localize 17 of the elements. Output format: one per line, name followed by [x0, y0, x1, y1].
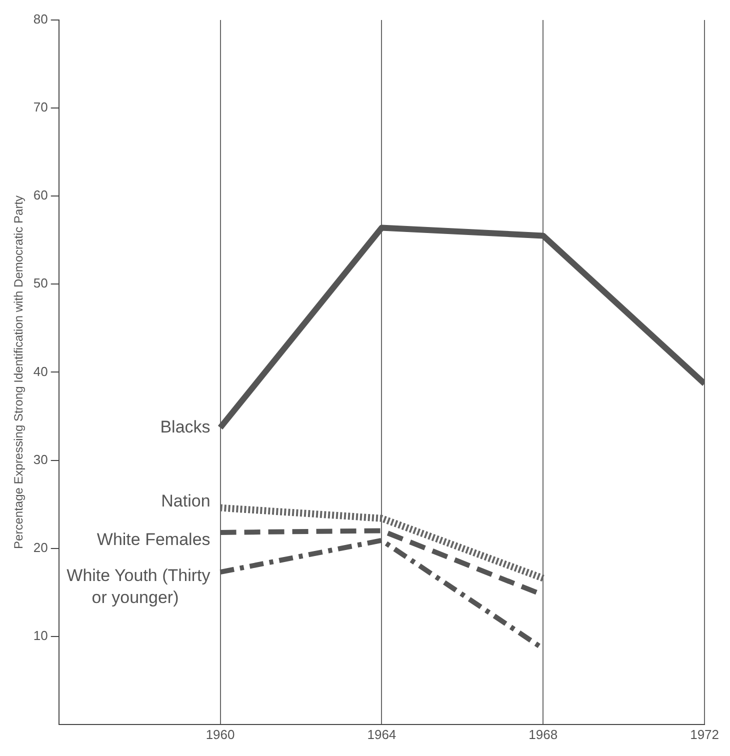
y-tick-label: 70: [33, 100, 48, 115]
y-tick-label: 50: [33, 276, 48, 291]
x-tick-label: 1968: [528, 726, 558, 742]
x-tick-label: 1964: [367, 726, 396, 742]
y-axis-title: Percentage Expressing Strong Identification with Democratic Party: [12, 195, 26, 549]
y-tick-label: 80: [33, 12, 48, 27]
x-tick-label: 1960: [206, 726, 235, 742]
series-label: Nation: [161, 491, 210, 510]
y-tick-label: 40: [33, 364, 48, 379]
y-tick-label: 30: [33, 452, 48, 467]
series-label: Blacks: [160, 417, 210, 436]
series-label: White Youth (Thirty or younger): [66, 566, 211, 607]
y-tick-label: 60: [33, 188, 48, 203]
y-tick-label: 10: [33, 628, 48, 643]
y-tick-label: 20: [33, 540, 48, 555]
x-tick-label: 1972: [690, 726, 719, 742]
series-label: White Females: [96, 530, 210, 550]
